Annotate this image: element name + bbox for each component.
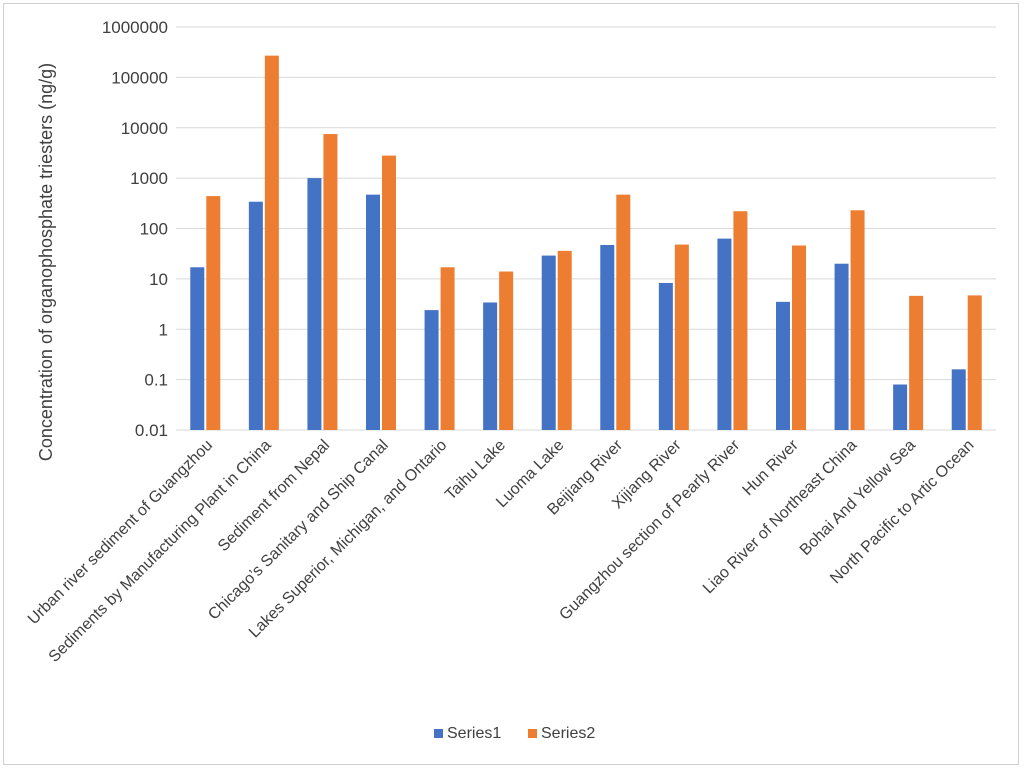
legend: Series1 Series2 [434,725,595,742]
bar-series2 [616,194,631,430]
bar-series1 [190,267,205,430]
y-tick-label: 100 [140,220,168,239]
bar-series2 [792,245,806,430]
y-tick-label: 1000 [130,169,168,188]
bar-series1 [248,201,263,430]
x-tick-labels: Urban river sediment of GuangzhouSedimen… [25,436,978,665]
bar-series2 [967,295,982,430]
y-tick-label: 10000 [121,119,168,138]
bar-series1 [717,238,732,430]
bar-series2 [440,267,455,430]
legend-swatch-series1 [434,729,443,738]
bars [190,55,982,430]
y-tick-labels: 0.01 0.1 1 10 100 1000 10000 100000 1000000 [102,18,168,440]
bar-series1 [366,194,380,430]
bar-series1 [541,255,556,430]
bar-series1 [600,245,615,430]
bar-series2 [206,196,221,430]
bar-chart: 0.01 0.1 1 10 100 1000 10000 100000 1000000 Urba… [25,18,996,742]
bar-series2 [850,210,865,430]
y-tick-label: 0.01 [135,421,168,440]
gridlines [176,26,996,431]
chart-frame: 0.01 0.1 1 10 100 1000 10000 100000 1000000 Urba… [3,3,1019,765]
y-tick-label: 10 [149,270,168,289]
bar-series2 [499,271,514,430]
bar-series1 [424,310,439,430]
bar-series2 [557,250,572,430]
bar-series2 [323,134,338,430]
y-tick-label: 100000 [111,68,168,87]
bar-series2 [733,211,748,430]
x-tick-label: Sediments by Manufacturing Plant in Chin… [46,437,275,666]
legend-label: Series2 [541,725,595,742]
bar-series2 [382,155,396,430]
y-tick-label: 1 [159,320,168,339]
legend-swatch-series2 [528,729,537,738]
y-tick-label: 0.1 [144,371,168,390]
bar-series1 [951,369,966,430]
x-tick-label: Sediment from Nepal [215,437,333,555]
bar-series1 [307,178,322,430]
y-tick-label: 1000000 [102,18,168,37]
bar-series1 [893,384,908,430]
bar-series1 [834,263,849,430]
x-tick-label: Hun River [740,436,803,499]
bar-series2 [909,295,924,430]
bar-series1 [483,302,498,430]
legend-label: Series1 [447,725,501,742]
bar-series2 [264,55,279,430]
y-axis-label: Concentration of organophosphate trieste… [36,63,56,461]
bar-series1 [776,301,790,430]
x-tick-label: Bohai And Yellow Sea [797,437,919,559]
bar-series2 [674,244,689,430]
bar-series1 [658,282,673,430]
